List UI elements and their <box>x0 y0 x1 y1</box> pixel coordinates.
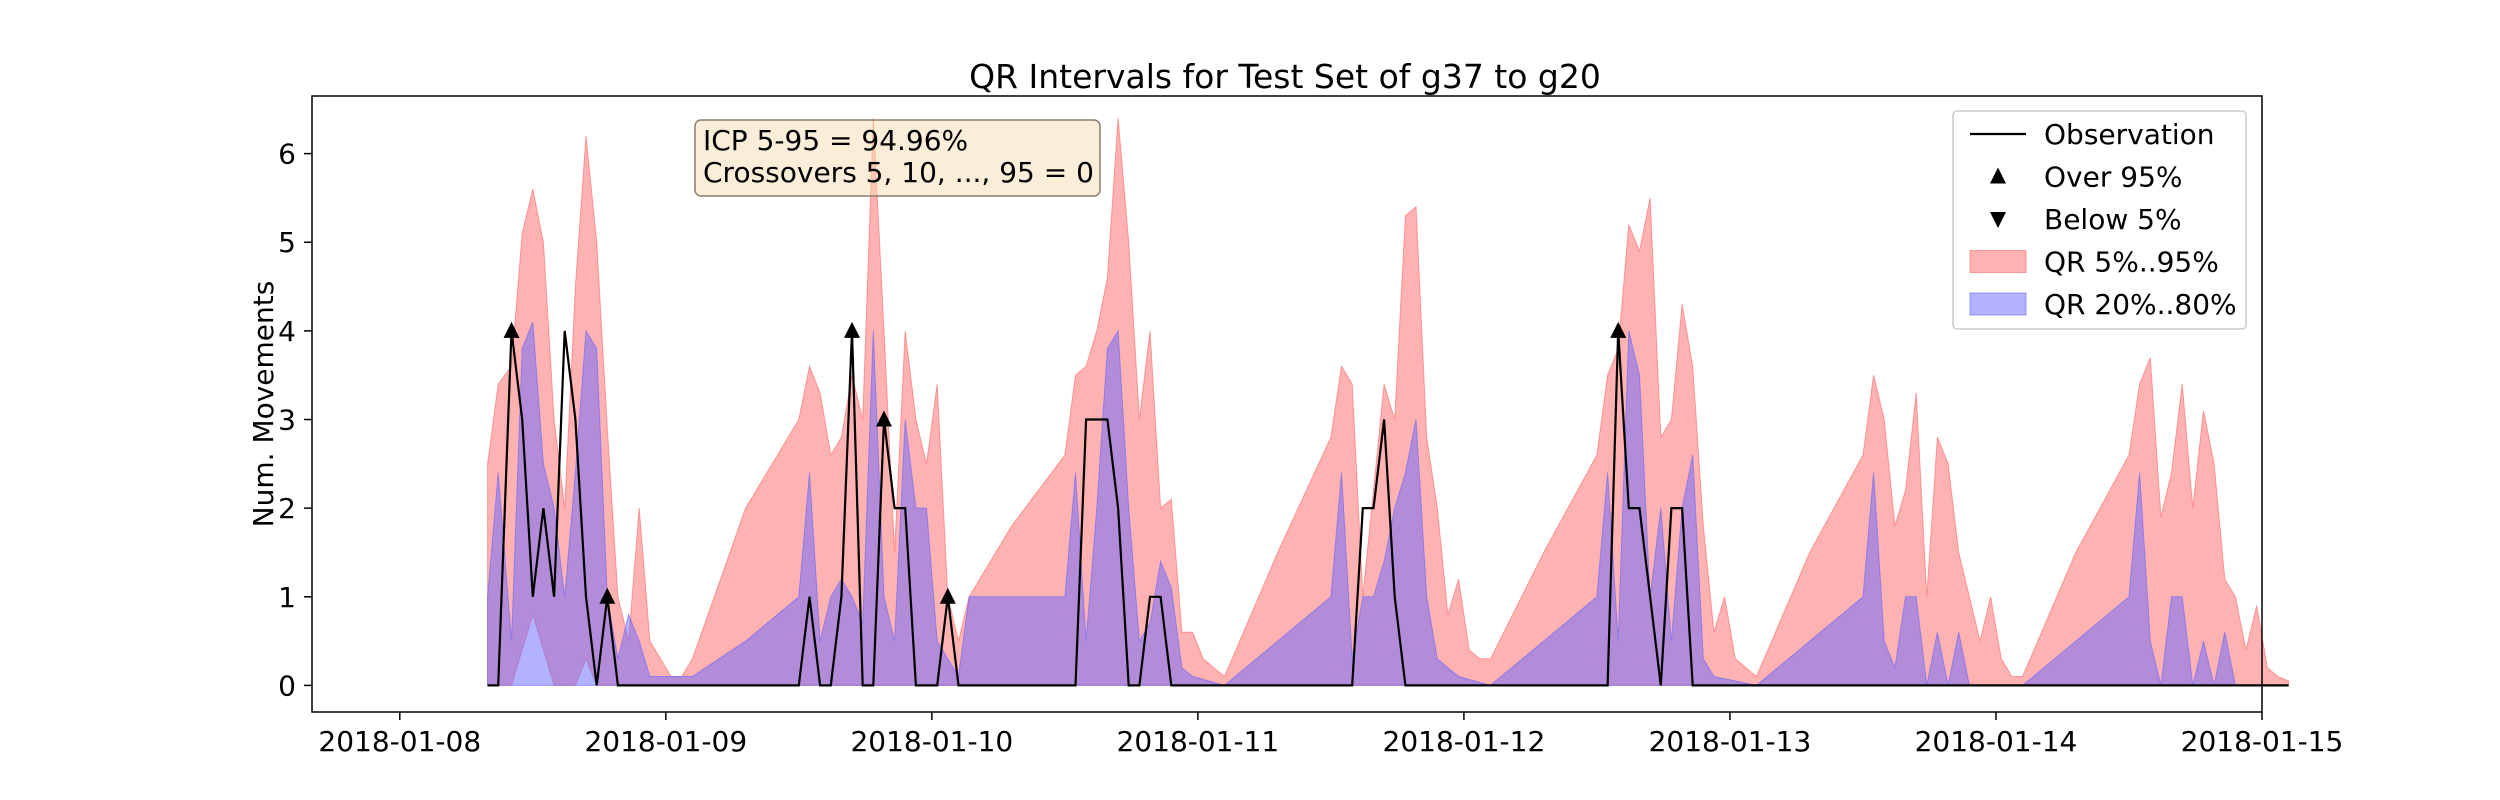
legend-label: QR 5%..95% <box>2044 246 2219 279</box>
y-tick-label: 2 <box>278 492 296 525</box>
band-5-95-area <box>487 118 2290 686</box>
legend-frame <box>1952 110 2247 330</box>
y-tick-label: 4 <box>278 315 296 348</box>
legend-label: Below 5% <box>2044 203 2182 236</box>
legend-label: Observation <box>2044 118 2215 151</box>
x-tick-label: 2018-01-08 <box>318 725 481 758</box>
over-95-marker <box>599 587 616 604</box>
x-tick-label: 2018-01-12 <box>1383 725 1546 758</box>
band-20-80-area <box>487 321 2289 686</box>
y-tick-label: 0 <box>278 669 296 702</box>
band-20-80-layer <box>487 321 2289 686</box>
y-axis-label: Num. Movements <box>247 281 280 528</box>
plot-area <box>311 95 2290 713</box>
annotation-line-1: ICP 5-95 = 94.96% <box>703 124 968 157</box>
marker-layer <box>503 321 1627 604</box>
x-tick-label: 2018-01-10 <box>850 725 1013 758</box>
chart-title: QR Intervals for Test Set of g37 to g20 <box>969 57 1601 96</box>
annotation-background <box>694 119 1101 197</box>
x-tick-label: 2018-01-09 <box>584 725 747 758</box>
over-95-marker <box>939 587 956 604</box>
y-tick-label: 6 <box>278 138 296 171</box>
y-tick-label: 1 <box>278 581 296 614</box>
plot-frame <box>311 95 2263 713</box>
x-axis: 2018-01-08 2018-01-09 2018-01-10 2018-01-11… <box>318 712 2343 758</box>
over-95-marker <box>1610 321 1627 338</box>
observation-layer <box>487 330 2289 687</box>
observation-line <box>487 330 2289 687</box>
y-tick-label: 5 <box>278 226 296 259</box>
x-tick-label: 2018-01-15 <box>2181 725 2344 758</box>
x-tick-label: 2018-01-13 <box>1649 725 1812 758</box>
y-tick-label: 3 <box>278 404 296 437</box>
annotation-box: ICP 5-95 = 94.96% Crossovers 5, 10, ...,… <box>694 119 1101 197</box>
legend: Observation Over 95% Below 5% QR 5%..95% QR … <box>1952 110 2247 330</box>
band-5-95-layer <box>487 118 2290 686</box>
x-tick-label: 2018-01-14 <box>1915 725 2078 758</box>
legend-handle-up-triangle <box>1990 167 2006 184</box>
legend-label: QR 20%..80% <box>2044 288 2237 321</box>
annotation-line-2: Crossovers 5, 10, ..., 95 = 0 <box>703 156 1094 189</box>
legend-handle-down-triangle <box>1990 212 2006 228</box>
over-95-marker <box>844 321 861 338</box>
legend-handle-patch <box>1969 250 2027 273</box>
x-tick-label: 2018-01-11 <box>1117 725 1280 758</box>
over-95-marker <box>875 410 892 427</box>
y-axis: 0 1 2 3 4 5 6 <box>278 138 312 702</box>
legend-handle-patch <box>1969 292 2027 316</box>
legend-label: Over 95% <box>2044 161 2182 194</box>
over-95-marker <box>503 321 520 338</box>
